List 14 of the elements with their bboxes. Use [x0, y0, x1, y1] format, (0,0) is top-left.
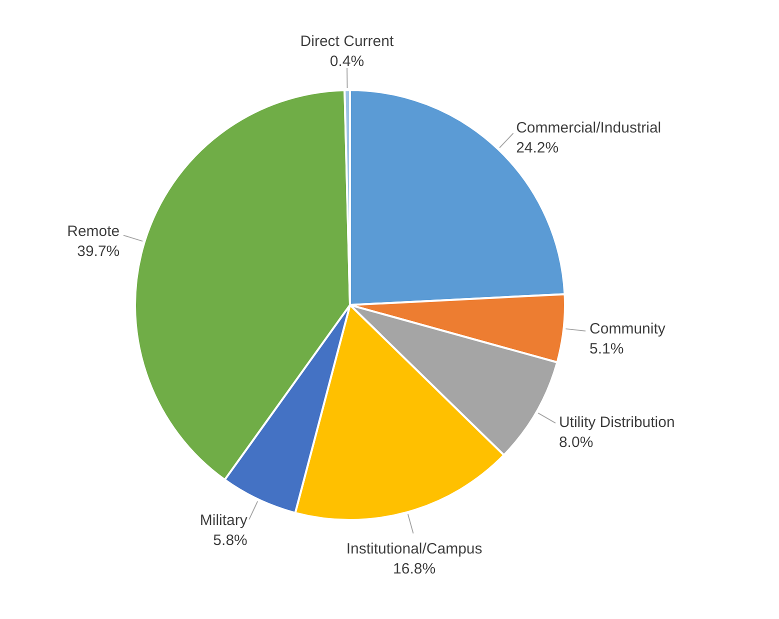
slice-label: Direct Current: [300, 33, 394, 50]
slice-label: Utility Distribution: [558, 414, 675, 432]
slice-label: Commercial/Industrial: [516, 119, 662, 136]
slice-label: Military: [200, 512, 248, 530]
data-label: 24.2%: [516, 139, 559, 156]
slice-label: Remote: [67, 223, 120, 240]
slice-label: Institutional/Campus: [346, 540, 482, 558]
data-label: 0.4%: [330, 53, 364, 70]
data-label: 39.7%: [77, 243, 120, 260]
data-label: 5.8%: [213, 532, 248, 550]
data-label: 16.8%: [393, 560, 436, 578]
data-label: 5.1%: [590, 340, 624, 358]
data-label: 8.0%: [558, 434, 594, 452]
slice-label: Community: [590, 320, 666, 338]
